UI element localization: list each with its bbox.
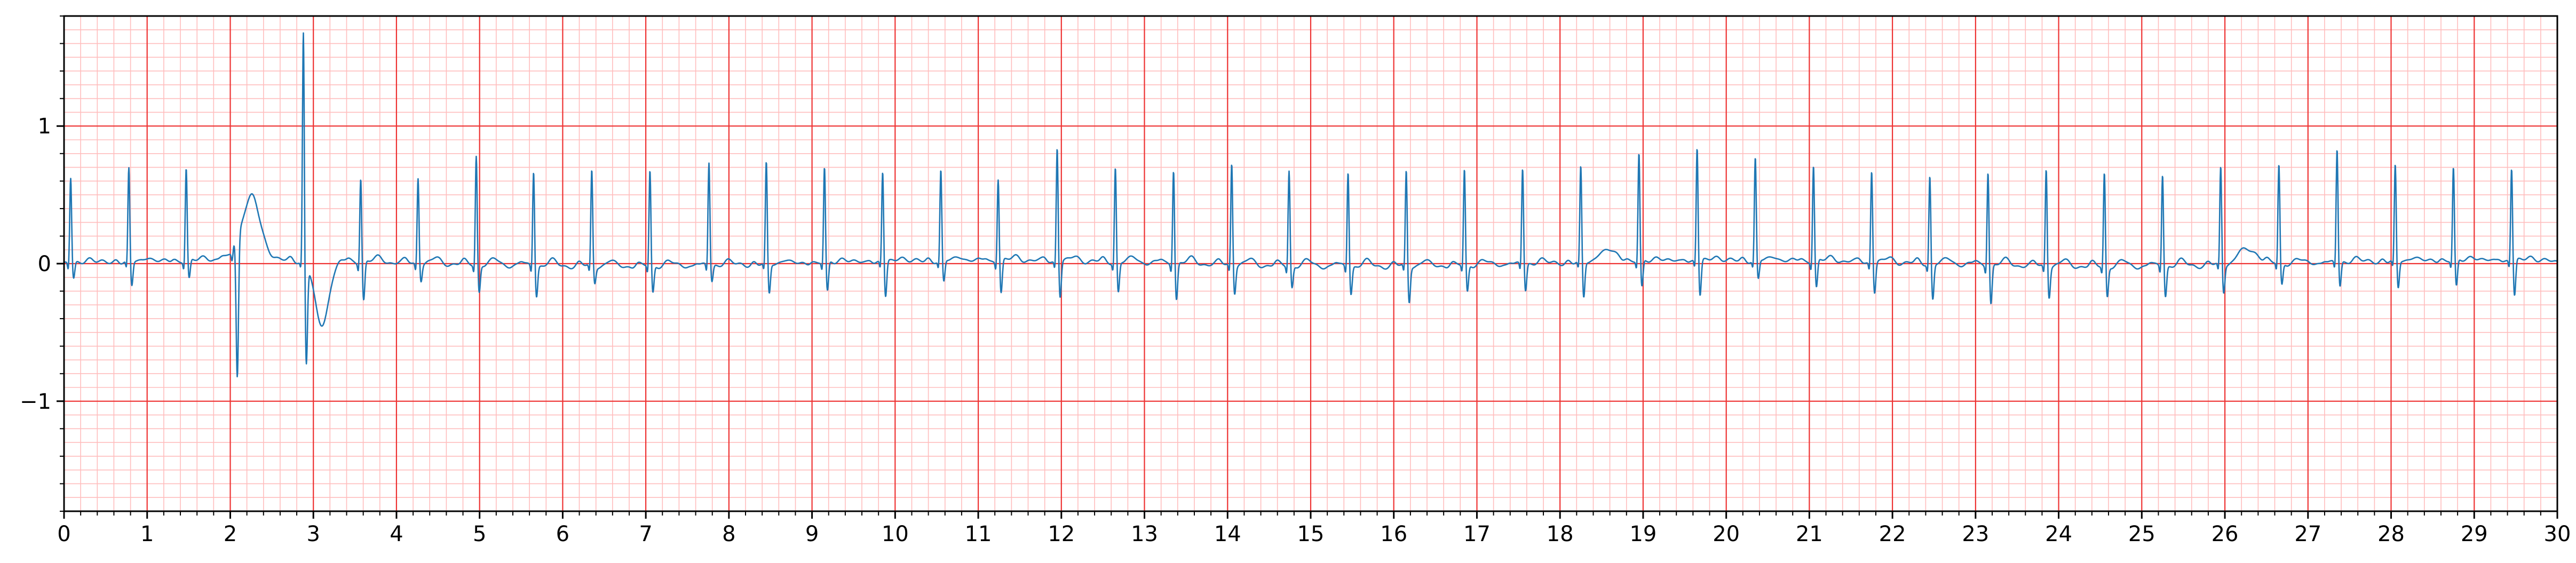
x-tick-label: 12	[1048, 522, 1075, 546]
x-tick-label: 30	[2544, 522, 2571, 546]
x-tick-label: 18	[1547, 522, 1574, 546]
x-tick-label: 20	[1713, 522, 1740, 546]
x-tick-label: 26	[2212, 522, 2239, 546]
x-tick-label: 13	[1131, 522, 1158, 546]
trace-layer	[64, 32, 2558, 378]
x-tick-label: 29	[2461, 522, 2488, 546]
x-tick-label: 27	[2294, 522, 2321, 546]
x-tick-label: 10	[882, 522, 909, 546]
x-tick-label: 14	[1214, 522, 1241, 546]
x-tick-label: 5	[473, 522, 486, 546]
x-tick-label: 3	[306, 522, 320, 546]
x-tick-label: 2	[224, 522, 237, 546]
x-tick-label: 6	[556, 522, 569, 546]
x-tick-label: 9	[805, 522, 819, 546]
x-axis-ticks	[63, 511, 2558, 519]
y-axis-ticks	[57, 15, 64, 512]
y-tick-label: 0	[38, 252, 51, 276]
x-tick-label: 8	[722, 522, 735, 546]
y-axis-tick-labels: −1 0 1	[20, 114, 51, 414]
x-tick-label: 17	[1463, 522, 1491, 546]
x-tick-label: 11	[965, 522, 992, 546]
x-tick-label: 1	[140, 522, 154, 546]
y-tick-label: −1	[20, 390, 51, 414]
x-tick-label: 7	[639, 522, 652, 546]
x-tick-label: 21	[1796, 522, 1823, 546]
x-tick-label: 15	[1297, 522, 1325, 546]
x-tick-label: 25	[2128, 522, 2155, 546]
x-tick-label: 24	[2045, 522, 2072, 546]
x-axis-tick-labels: 0 1 2 3 4 5 6 7 8 9 10 11 12 13 14 15 16 17 18 19 20 21 22 23 24…	[57, 522, 2571, 546]
x-tick-label: 16	[1380, 522, 1407, 546]
ecg-trace-line	[64, 32, 2558, 378]
x-tick-label: 22	[1879, 522, 1906, 546]
x-tick-label: 0	[57, 522, 70, 546]
x-tick-label: 23	[1962, 522, 1989, 546]
x-tick-label: 4	[390, 522, 403, 546]
x-tick-label: 19	[1629, 522, 1656, 546]
y-tick-label: 1	[38, 114, 51, 139]
x-tick-label: 28	[2377, 522, 2405, 546]
